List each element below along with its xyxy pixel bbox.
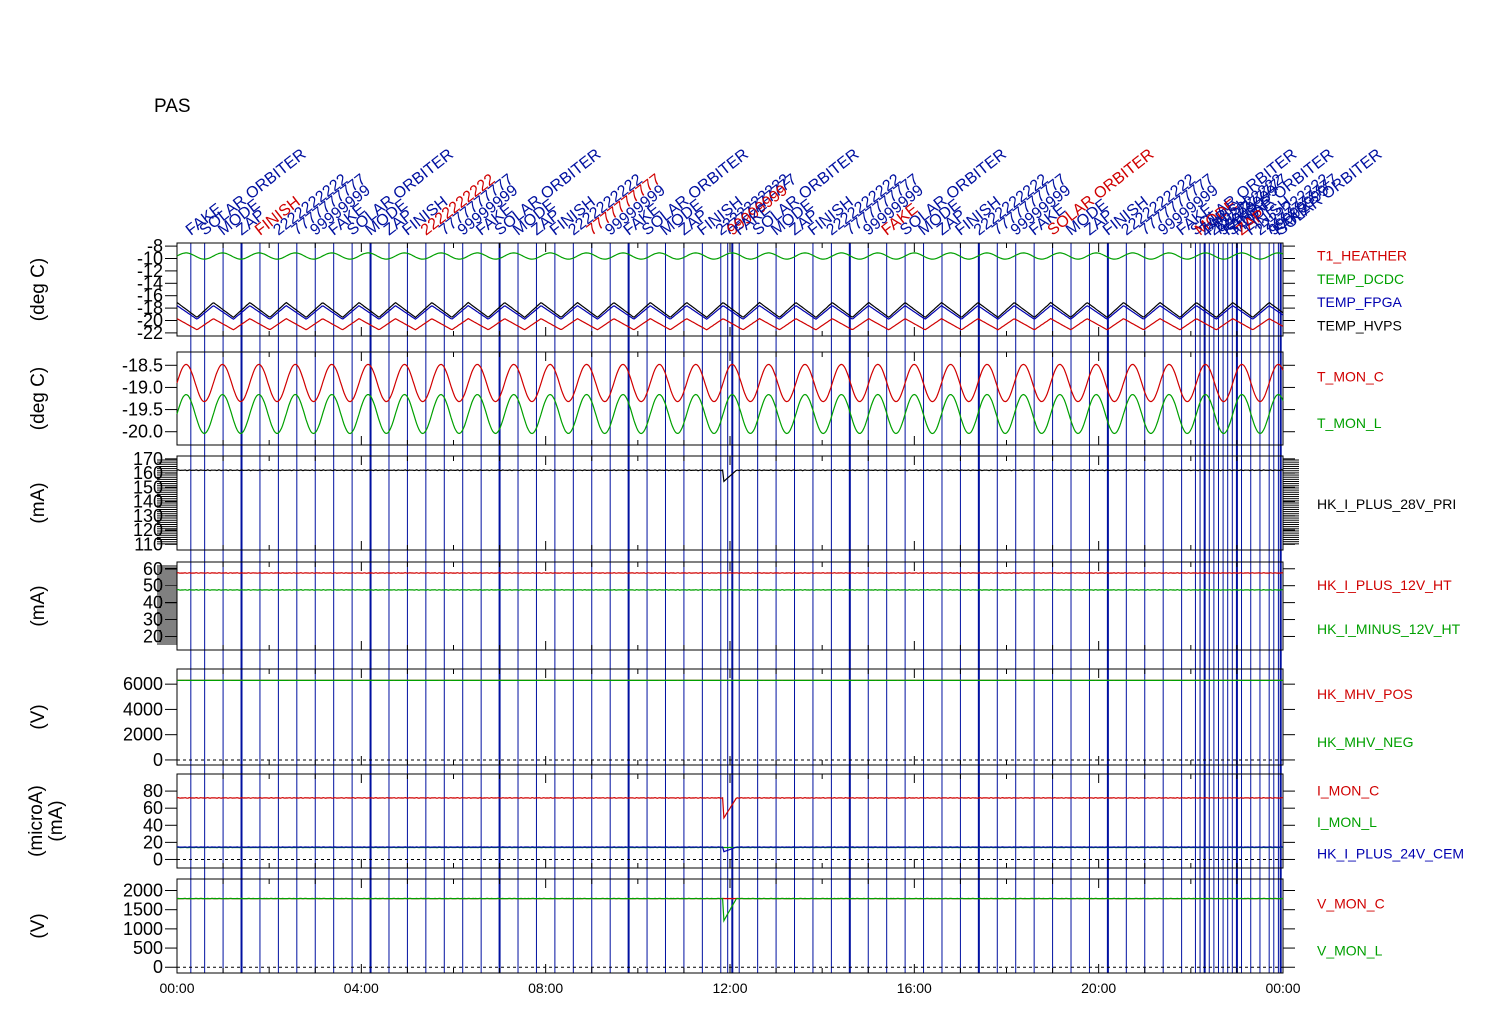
y-axis-label: (deg C)	[28, 367, 49, 430]
x-tick-label: 00:00	[1265, 980, 1300, 996]
y-tick-label: -19.5	[122, 400, 163, 420]
panel-frame	[177, 774, 1283, 868]
series-legend-label: TEMP_HVPS	[1317, 317, 1402, 333]
x-tick-label: 04:00	[344, 980, 379, 996]
panel-4: 6050403020(mA)HK_I_PLUS_12V_HTHK_I_MINUS…	[28, 559, 1461, 650]
series-legend-label: V_MON_C	[1317, 896, 1385, 912]
y-tick-label: 1500	[123, 900, 163, 920]
panel-frame	[177, 562, 1283, 650]
y-axis-label-secondary: (mA)	[46, 800, 67, 841]
y-tick-label: 0	[153, 849, 163, 869]
y-axis-label: (V)	[28, 704, 49, 729]
y-axis-label: (mA)	[28, 585, 49, 626]
y-tick-label: -19.0	[122, 377, 163, 397]
y-axis-label: (deg C)	[28, 258, 49, 321]
y-axis-label: (V)	[28, 913, 49, 938]
series-line	[177, 899, 1283, 921]
series-legend-label: V_MON_L	[1317, 943, 1383, 959]
series-legend-label: I_MON_C	[1317, 783, 1379, 799]
panel-frame	[177, 669, 1283, 765]
y-tick-label: 2000	[123, 881, 163, 901]
series-legend-label: TEMP_DCDC	[1317, 271, 1404, 287]
series-legend-label: I_MON_L	[1317, 814, 1377, 830]
y-tick-label: 500	[133, 938, 163, 958]
x-tick-label: 12:00	[712, 980, 747, 996]
y-tick-label: -22	[137, 323, 163, 343]
y-tick-label: 2000	[123, 725, 163, 745]
y-tick-label: -20.0	[122, 422, 163, 442]
y-axis-label: (mA)	[28, 482, 49, 523]
series-legend-label: T_MON_L	[1317, 415, 1382, 431]
series-legend-label: HK_MHV_POS	[1317, 686, 1413, 702]
x-tick-label: 20:00	[1081, 980, 1116, 996]
series-legend-label: T_MON_C	[1317, 368, 1384, 384]
series-legend-label: T1_HEATHER	[1317, 248, 1407, 264]
y-tick-label: -18.5	[122, 355, 163, 375]
series-legend-label: HK_I_PLUS_12V_HT	[1317, 577, 1452, 593]
series-legend-label: HK_I_PLUS_28V_PRI	[1317, 496, 1456, 512]
y-tick-label: 0	[153, 957, 163, 977]
series-legend-label: HK_MHV_NEG	[1317, 734, 1413, 750]
x-axis-labels: 00:00 04:00 08:00 12:00 16:00 20:00 00:00	[159, 980, 1300, 996]
series-legend-label: HK_I_PLUS_24V_CEM	[1317, 845, 1464, 861]
panel-frame	[177, 879, 1283, 973]
series-line	[177, 253, 1283, 259]
x-tick-label: 00:00	[159, 980, 194, 996]
x-tick-label: 08:00	[528, 980, 563, 996]
series-legend-label: HK_I_MINUS_12V_HT	[1317, 621, 1461, 637]
y-tick-label: 6000	[123, 674, 163, 694]
series-line	[177, 470, 1283, 482]
series-line	[177, 798, 1283, 818]
series-line	[177, 590, 1283, 591]
y-tick-label: 4000	[123, 699, 163, 719]
y-tick-label: 1000	[123, 919, 163, 939]
y-tick-label: 0	[153, 750, 163, 770]
panel-2: -18.5-19.0 -19.5-20.0 (deg C) T_MON_C T_MON_…	[28, 352, 1384, 445]
series-line	[177, 573, 1283, 574]
y-axis-label: (microA)	[26, 785, 47, 857]
x-tick-label: 16:00	[897, 980, 932, 996]
series-legend-label: TEMP_FPGA	[1317, 294, 1402, 310]
